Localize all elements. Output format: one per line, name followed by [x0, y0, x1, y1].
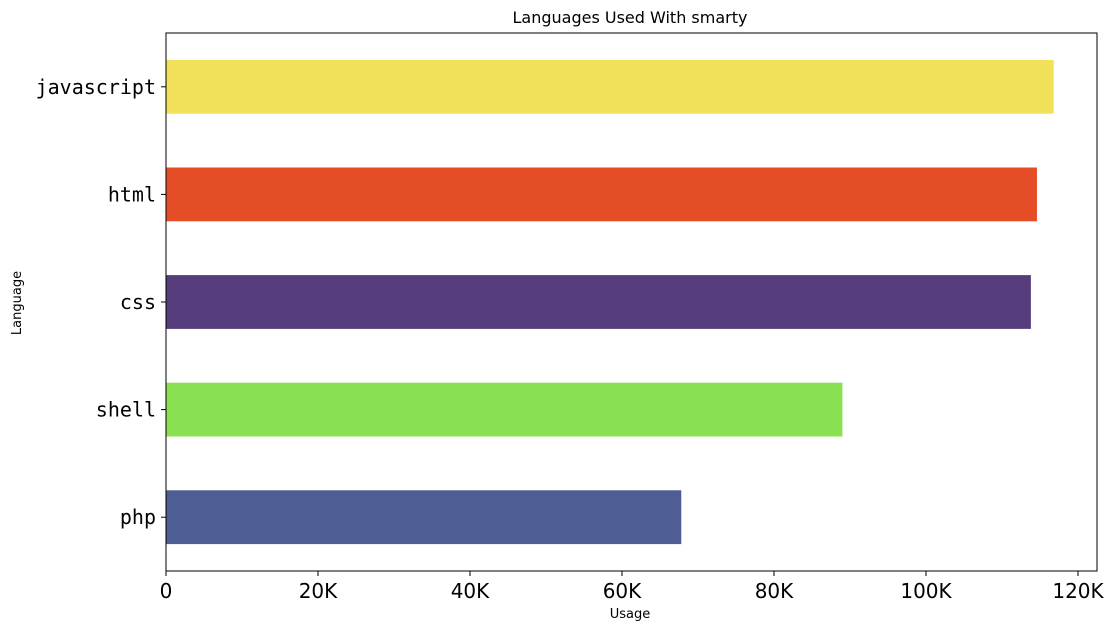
- x-tick-label: 60K: [603, 579, 642, 603]
- x-tick-label: 20K: [299, 579, 338, 603]
- bar-javascript: [166, 59, 1054, 114]
- plot-frame: [165, 32, 1098, 572]
- bar-css: [166, 275, 1031, 329]
- y-axis-label: Language: [10, 271, 25, 335]
- bar-php: [166, 490, 682, 545]
- y-axis-ticks: javascript html css shell php: [36, 75, 166, 529]
- chart-title: Languages Used With smarty: [513, 8, 748, 27]
- y-tick-label-javascript: javascript: [36, 75, 156, 99]
- x-tick-label: 40K: [451, 579, 490, 603]
- y-tick-label-html: html: [108, 182, 156, 206]
- bar-shell: [166, 382, 843, 437]
- x-axis-ticks: 0 20K 40K 60K 80K 100K 120K: [160, 571, 1105, 603]
- bar-html: [166, 167, 1037, 222]
- x-tick-label: 80K: [755, 579, 794, 603]
- x-tick-label: 120K: [1052, 579, 1104, 603]
- bars-group: [166, 59, 1054, 545]
- x-tick-label: 0: [160, 579, 173, 603]
- x-axis-label: Usage: [610, 607, 651, 622]
- x-tick-label: 100K: [900, 579, 952, 603]
- y-tick-label-css: css: [120, 290, 156, 314]
- y-tick-label-php: php: [120, 505, 156, 529]
- y-tick-label-shell: shell: [96, 398, 156, 422]
